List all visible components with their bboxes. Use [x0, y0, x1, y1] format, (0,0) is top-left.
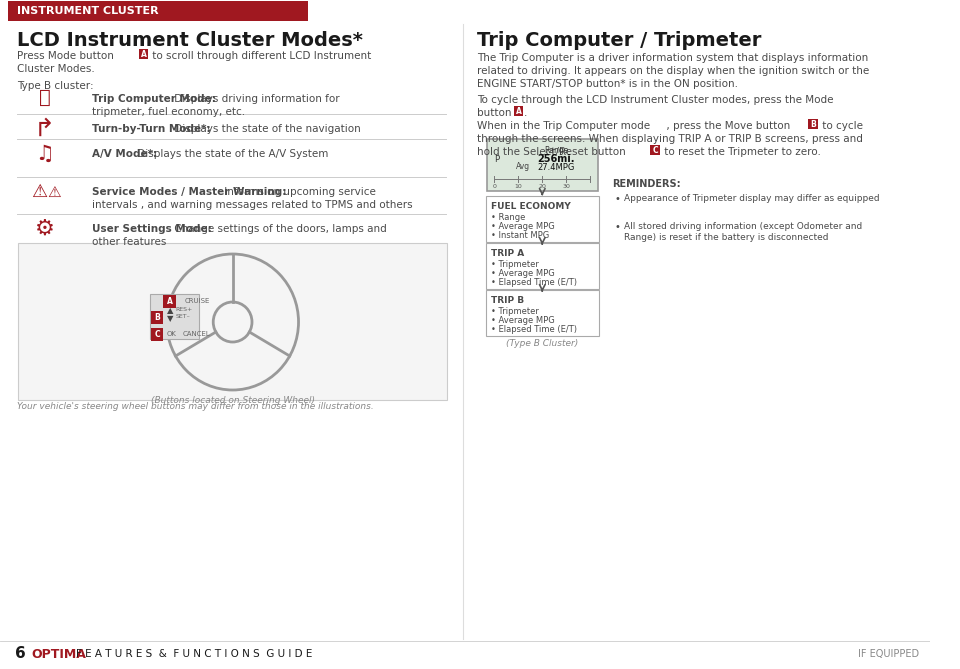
FancyBboxPatch shape — [486, 196, 599, 242]
Text: • Range: • Range — [492, 213, 526, 222]
Text: Displays the state of the A/V System: Displays the state of the A/V System — [133, 149, 328, 159]
Text: 27.4MPG: 27.4MPG — [538, 163, 575, 172]
Text: Press Mode button: Press Mode button — [17, 51, 117, 61]
Text: REMINDERS:: REMINDERS: — [612, 179, 682, 189]
Text: hold the Select/Reset button: hold the Select/Reset button — [477, 147, 629, 157]
Text: User Settings Mode:: User Settings Mode: — [92, 224, 212, 234]
Text: Appearance of Tripmeter display may differ as equipped: Appearance of Tripmeter display may diff… — [624, 194, 879, 203]
Text: Avg: Avg — [516, 162, 530, 171]
Text: All stored driving information (except Odometer and: All stored driving information (except O… — [624, 222, 862, 231]
Text: .: . — [524, 108, 528, 118]
Text: Range: Range — [544, 146, 568, 155]
Text: A: A — [516, 106, 521, 116]
Text: other features: other features — [92, 237, 166, 247]
Text: When in the Trip Computer mode     , press the Move button: When in the Trip Computer mode , press t… — [477, 121, 793, 131]
FancyBboxPatch shape — [486, 243, 599, 289]
Text: • Tripmeter: • Tripmeter — [492, 260, 540, 269]
Text: (Buttons located on Steering Wheel): (Buttons located on Steering Wheel) — [151, 396, 315, 405]
Text: A/V Mode*:: A/V Mode*: — [92, 149, 157, 159]
Text: (Type B Cluster): (Type B Cluster) — [506, 339, 579, 348]
Text: CANCEL: CANCEL — [182, 331, 210, 337]
Text: ♫: ♫ — [36, 144, 54, 164]
Text: tripmeter, fuel economy, etc.: tripmeter, fuel economy, etc. — [92, 107, 245, 117]
Text: 10: 10 — [515, 184, 522, 189]
Text: RES+: RES+ — [176, 306, 193, 312]
Text: Service Modes / Master Warning:: Service Modes / Master Warning: — [92, 187, 286, 197]
FancyBboxPatch shape — [808, 119, 818, 129]
Text: ENGINE START/STOP button* is in the ON position.: ENGINE START/STOP button* is in the ON p… — [477, 79, 738, 89]
Text: intervals , and warning messages related to TPMS and others: intervals , and warning messages related… — [92, 200, 413, 210]
Text: • Average MPG: • Average MPG — [492, 269, 555, 278]
Text: ⚙: ⚙ — [35, 219, 55, 239]
Bar — [487, 139, 598, 191]
Text: B: B — [155, 312, 160, 322]
Text: C: C — [653, 145, 658, 155]
Text: Displays driving information for: Displays driving information for — [171, 94, 340, 104]
Text: P: P — [494, 155, 499, 164]
FancyBboxPatch shape — [514, 106, 523, 116]
Text: 0: 0 — [492, 184, 496, 189]
Text: Informs on upcoming service: Informs on upcoming service — [221, 187, 376, 197]
Bar — [8, 1, 308, 21]
Text: LCD Instrument Cluster Modes*: LCD Instrument Cluster Modes* — [17, 31, 363, 50]
Text: Change settings of the doors, lamps and: Change settings of the doors, lamps and — [171, 224, 387, 234]
Text: related to driving. It appears on the display when the ignition switch or the: related to driving. It appears on the di… — [477, 66, 869, 76]
Text: through the screens. When displaying TRIP A or TRIP B screens, press and: through the screens. When displaying TRI… — [477, 134, 863, 144]
Text: The Trip Computer is a driver information system that displays information: The Trip Computer is a driver informatio… — [477, 53, 868, 63]
Text: A: A — [140, 50, 146, 58]
FancyBboxPatch shape — [18, 243, 446, 400]
Text: CRUISE: CRUISE — [185, 298, 210, 304]
FancyBboxPatch shape — [650, 145, 660, 155]
Text: To cycle through the LCD Instrument Cluster modes, press the Mode: To cycle through the LCD Instrument Clus… — [477, 95, 833, 105]
Text: ⚠: ⚠ — [47, 185, 61, 199]
Text: Trip Computer Mode:: Trip Computer Mode: — [92, 94, 216, 104]
Text: Range) is reset if the battery is disconnected: Range) is reset if the battery is discon… — [624, 233, 828, 242]
Bar — [150, 294, 199, 339]
Text: OPTIMA: OPTIMA — [31, 648, 85, 660]
Text: button: button — [477, 108, 515, 118]
Text: Your vehicle's steering wheel buttons may differ from those in the illustrations: Your vehicle's steering wheel buttons ma… — [17, 402, 374, 411]
Text: 256mi.: 256mi. — [538, 154, 575, 164]
Text: FUEL ECONOMY: FUEL ECONOMY — [492, 202, 571, 211]
Text: •: • — [614, 222, 620, 232]
Text: A: A — [167, 296, 173, 306]
Text: • Elapsed Time (E/T): • Elapsed Time (E/T) — [492, 325, 577, 334]
FancyBboxPatch shape — [486, 290, 599, 336]
Text: Trip Computer / Tripmeter: Trip Computer / Tripmeter — [477, 31, 761, 50]
Text: TRIP B: TRIP B — [492, 296, 524, 305]
Text: 6: 6 — [14, 646, 25, 662]
Text: • Tripmeter: • Tripmeter — [492, 307, 540, 316]
Text: IF EQUIPPED: IF EQUIPPED — [857, 649, 919, 659]
Text: B: B — [810, 120, 816, 128]
Text: C: C — [155, 330, 159, 339]
Text: to scroll through different LCD Instrument: to scroll through different LCD Instrume… — [149, 51, 372, 61]
Text: Turn-by-Turn Mode*:: Turn-by-Turn Mode*: — [92, 124, 210, 134]
FancyBboxPatch shape — [151, 328, 163, 341]
Text: 30: 30 — [563, 184, 570, 189]
FancyBboxPatch shape — [151, 310, 163, 324]
Text: ⚠: ⚠ — [31, 183, 47, 201]
FancyBboxPatch shape — [163, 294, 176, 308]
Text: • Elapsed Time (E/T): • Elapsed Time (E/T) — [492, 278, 577, 287]
Text: OK: OK — [167, 331, 177, 337]
Text: ▼: ▼ — [167, 314, 173, 324]
Text: Type B cluster:: Type B cluster: — [17, 81, 94, 91]
Text: ⛽: ⛽ — [38, 88, 51, 106]
Text: 20: 20 — [539, 184, 546, 189]
Text: to reset the Tripmeter to zero.: to reset the Tripmeter to zero. — [661, 147, 821, 157]
Text: • Instant MPG: • Instant MPG — [492, 231, 550, 240]
Text: F E A T U R E S  &  F U N C T I O N S  G U I D E: F E A T U R E S & F U N C T I O N S G U … — [76, 649, 312, 659]
Text: • Average MPG: • Average MPG — [492, 316, 555, 325]
Text: Displays the state of the navigation: Displays the state of the navigation — [171, 124, 361, 134]
Text: ↱: ↱ — [35, 117, 55, 141]
Text: • Average MPG: • Average MPG — [492, 222, 555, 231]
Text: Cluster Modes.: Cluster Modes. — [17, 64, 95, 74]
FancyBboxPatch shape — [138, 49, 148, 59]
Text: ▲: ▲ — [167, 306, 173, 316]
Text: SET–: SET– — [176, 314, 190, 318]
Text: TRIP A: TRIP A — [492, 249, 525, 258]
Text: to cycle: to cycle — [819, 121, 863, 131]
Text: •: • — [614, 194, 620, 204]
Text: INSTRUMENT CLUSTER: INSTRUMENT CLUSTER — [17, 6, 159, 16]
